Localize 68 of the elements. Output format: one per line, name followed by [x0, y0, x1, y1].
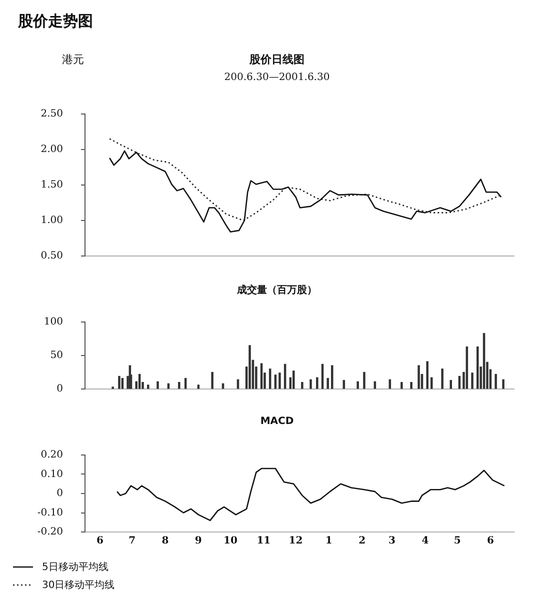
bar — [494, 374, 497, 389]
bar — [331, 365, 334, 389]
bar — [418, 365, 420, 389]
legend-label: 30日移动平均线 — [42, 578, 115, 592]
y-tick-label: 2.00 — [40, 144, 63, 156]
bar — [248, 345, 251, 389]
bar — [310, 379, 312, 389]
chart-subtitle: 股价日线图 — [250, 53, 304, 66]
y-tick-label: 0 — [56, 488, 63, 500]
x-tick-label: 5 — [454, 536, 461, 547]
bar — [502, 379, 504, 389]
bar — [410, 382, 412, 389]
line-series — [108, 138, 502, 222]
bar — [342, 380, 346, 389]
chart-title: MACD — [259, 416, 295, 429]
bar — [278, 372, 281, 389]
bar — [118, 376, 120, 389]
x-tick-label: 3 — [388, 536, 396, 547]
x-tick-label: 9 — [194, 536, 202, 547]
text: 200.6.30—2001.6.30 — [223, 72, 331, 85]
x-tick-label: 10 — [224, 536, 238, 547]
y-tick-label: 0 — [56, 384, 63, 395]
legend-label: 5日移动平均线 — [42, 560, 108, 574]
bar — [292, 370, 295, 389]
chart-title: 成交量（百万股） — [236, 283, 318, 298]
bar — [301, 382, 304, 389]
bar — [211, 372, 214, 389]
x-tick-label: 6 — [96, 536, 104, 547]
y-tick-label: 50 — [50, 350, 63, 362]
x-tick-label: 4 — [422, 536, 429, 547]
bar — [178, 382, 180, 389]
bar — [268, 368, 272, 389]
x-tick-label: 6 — [486, 536, 494, 547]
y-tick-label: 1.00 — [40, 215, 63, 226]
y-tick-label: -0.20 — [37, 526, 63, 538]
y-tick-label: 2.50 — [40, 108, 63, 120]
bar — [430, 377, 433, 389]
y-tick-label: 1.50 — [40, 180, 63, 191]
bar — [441, 368, 444, 389]
bar — [471, 372, 474, 389]
bar — [274, 374, 277, 389]
bar — [426, 361, 428, 389]
x-tick-label: 2 — [358, 536, 366, 547]
y-tick-label: 100 — [44, 316, 63, 328]
y-tick-label: 0.20 — [40, 450, 63, 461]
bar — [476, 346, 479, 389]
x-tick-label: 7 — [128, 536, 136, 547]
chart-title: 股价走势图 — [16, 11, 94, 32]
bar — [326, 378, 329, 389]
x-tick-label: 8 — [162, 536, 169, 547]
x-tick-label: 1 — [325, 536, 332, 547]
bar — [146, 384, 150, 389]
y-tick-label: -0.10 — [37, 507, 63, 518]
bar — [121, 378, 124, 389]
bar — [316, 377, 318, 389]
y-axis-title: 港元 — [62, 52, 84, 67]
bar — [260, 363, 263, 389]
x-tick-label: 12 — [288, 536, 303, 547]
y-tick-label: 0.50 — [40, 250, 63, 262]
bar — [450, 380, 452, 389]
x-tick-label: 11 — [256, 536, 271, 547]
y-tick-label: 0.10 — [40, 468, 63, 480]
bar — [400, 382, 403, 389]
bar — [197, 384, 200, 389]
bar — [356, 381, 359, 389]
bar — [363, 372, 366, 389]
bar — [184, 378, 187, 389]
bar — [156, 381, 159, 389]
